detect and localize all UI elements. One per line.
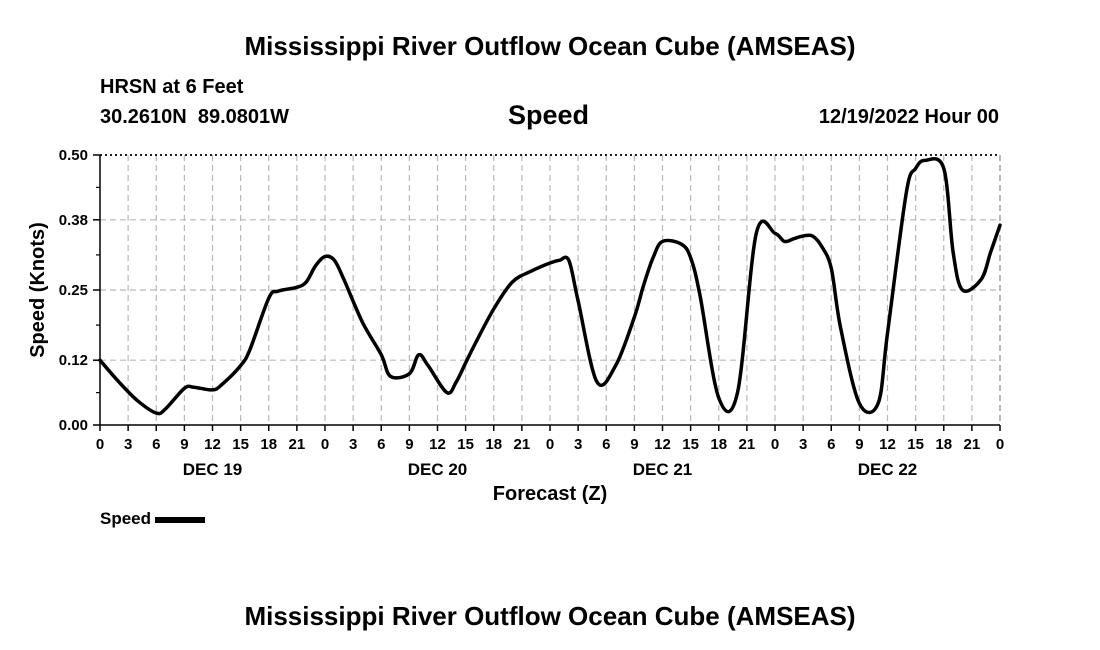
x-tick-label: 3 — [349, 436, 357, 453]
x-axis-title: Forecast (Z) — [493, 483, 607, 505]
x-tick-label: 9 — [180, 436, 188, 453]
x-tick-label: 6 — [152, 436, 160, 453]
x-tick-label: 3 — [124, 436, 132, 453]
x-tick-label: 0 — [546, 436, 554, 453]
y-axis-title: Speed (Knots) — [27, 222, 49, 358]
x-tick-label: 9 — [630, 436, 638, 453]
chart-ticks — [93, 154, 1001, 431]
chart-grid — [100, 155, 1000, 425]
x-tick-label: 15 — [232, 436, 249, 453]
day-label: DEC 21 — [633, 460, 693, 479]
x-tick-label: 15 — [907, 436, 924, 453]
x-tick-label: 3 — [574, 436, 582, 453]
x-tick-label: 18 — [935, 436, 952, 453]
x-tick-label: 6 — [602, 436, 610, 453]
y-tick-label: 0.38 — [59, 212, 88, 229]
x-tick-label: 21 — [514, 436, 531, 453]
station-label: HRSN at 6 Feet — [100, 76, 244, 98]
x-tick-label: 15 — [682, 436, 699, 453]
x-tick-label: 6 — [377, 436, 385, 453]
x-tick-label: 0 — [321, 436, 329, 453]
legend-label: Speed — [100, 509, 152, 528]
x-tick-label: 9 — [405, 436, 413, 453]
day-label: DEC 19 — [183, 460, 243, 479]
footer-title: Mississippi River Outflow Ocean Cube (AM… — [244, 601, 856, 631]
x-tick-label: 3 — [799, 436, 807, 453]
x-tick-label: 0 — [96, 436, 104, 453]
y-tick-label: 0.12 — [59, 352, 88, 369]
day-label: DEC 20 — [408, 460, 468, 479]
x-tick-label: 21 — [964, 436, 981, 453]
speed-series-line — [98, 156, 1002, 416]
legend: Speed — [100, 509, 206, 529]
forecast-date-label: 12/19/2022 Hour 00 — [818, 106, 999, 128]
x-tick-label: 12 — [654, 436, 671, 453]
x-tick-label: 0 — [771, 436, 779, 453]
x-tick-label: 0 — [996, 436, 1004, 453]
chart-title: Speed — [508, 100, 590, 130]
legend-line-swatch — [155, 516, 206, 523]
x-tick-label: 18 — [260, 436, 277, 453]
coordinates-label: 30.2610N 89.0801W — [100, 106, 290, 128]
x-tick-label: 21 — [739, 436, 756, 453]
y-tick-label: 0.00 — [59, 417, 88, 434]
x-tick-label: 6 — [827, 436, 835, 453]
x-tick-label: 15 — [457, 436, 474, 453]
x-tick-label: 12 — [204, 436, 221, 453]
x-tick-label: 18 — [710, 436, 727, 453]
x-tick-label: 21 — [289, 436, 306, 453]
y-tick-label: 0.50 — [59, 147, 88, 164]
day-label: DEC 22 — [858, 460, 918, 479]
x-tick-label: 12 — [879, 436, 896, 453]
x-tick-label: 12 — [429, 436, 446, 453]
chart-page-title: Mississippi River Outflow Ocean Cube (AM… — [244, 31, 856, 61]
x-tick-label: 18 — [485, 436, 502, 453]
x-tick-label: 9 — [855, 436, 863, 453]
chart-tick-labels: 0 3 6 9 12 15 18 21 0 3 6 9 12 15 18 21 0 3 6 9 12 15 18 21 0 3 6 9… — [59, 147, 1004, 479]
y-tick-label: 0.25 — [59, 282, 88, 299]
